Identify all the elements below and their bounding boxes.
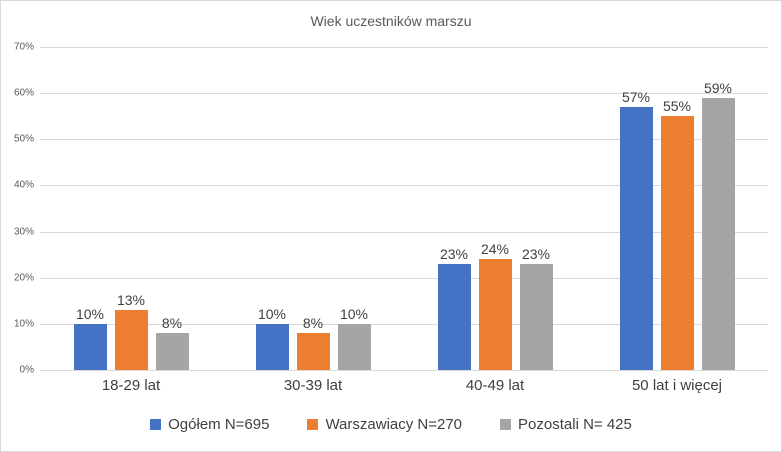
bar-wrapper: 59% [701,47,735,370]
data-label: 8% [302,315,324,332]
data-label: 57% [621,89,651,105]
category-label: 50 lat i więcej [631,377,723,394]
bar [519,263,553,370]
y-axis-tick-label: 10% [13,318,34,330]
gridline [40,277,768,279]
data-label: 24% [480,241,510,258]
data-label: 55% [662,98,692,115]
y-axis-labels: 70% 60% 50% 40% 30% 20% 10% 0% [1,42,34,376]
legend-item: Warszawiacy N=270 [307,416,462,433]
bar [155,333,189,370]
data-label: 13% [116,292,146,309]
y-axis-tick-label: 60% [13,87,34,99]
gridlines [40,47,768,371]
bar [114,310,148,370]
y-axis-tick-label: 40% [13,179,34,191]
data-label: 23% [439,245,469,262]
bar [255,323,289,370]
gridline [40,93,768,95]
bar-wrapper: 23% [519,47,553,370]
bar [701,97,735,370]
data-label: 8% [161,315,183,332]
bar-wrapper: 55% [660,47,694,370]
bar [619,107,653,370]
y-axis-tick-label: 0% [19,364,34,376]
bar-group: 23% 24% 23% [404,47,586,370]
category-label: 40-49 lat [465,377,525,394]
legend-swatch-icon [150,419,162,430]
bar-wrapper: 57% [619,47,653,370]
gridline [40,139,768,141]
bar [337,323,371,370]
chart-title: Wiek uczestników marszu [310,13,472,29]
y-axis-tick-label: 50% [13,133,34,145]
bar-wrapper: 8% [296,47,330,370]
bar-group: 57% 55% 59% [586,47,768,370]
y-axis-tick-label: 20% [13,272,34,284]
bar-groups: 10% 13% 8% 10% 8% 10% 23% 24% 23% 57% 55% 59% [40,47,768,370]
gridline [40,323,768,325]
bar-wrapper: 10% [255,47,289,370]
data-label: 23% [521,245,551,262]
gridline [40,231,768,233]
legend-item: Ogółem N=695 [150,416,269,433]
bar [478,259,512,370]
category-label: 30-39 lat [283,377,343,394]
legend-swatch-icon [307,419,319,430]
legend: Ogółem N=695 Warszawiacy N=270 Pozostali N… [1,416,781,433]
legend-label: Warszawiacy N=270 [325,416,463,433]
legend-item: Pozostali N= 425 [500,416,632,433]
bar [296,333,330,370]
bar [437,263,471,370]
bar-wrapper: 23% [437,47,471,370]
data-label: 10% [339,305,369,322]
data-label: 10% [75,305,105,322]
bar-wrapper: 24% [478,47,512,370]
bar-wrapper: 13% [114,47,148,370]
gridline [40,47,768,48]
legend-swatch-icon [500,419,512,430]
bar-group: 10% 13% 8% [40,47,222,370]
legend-label: Ogółem N=695 [168,416,270,433]
category-label: 18-29 lat [101,377,161,394]
category-axis: 18-29 lat 30-39 lat 40-49 lat 50 lat i więc… [40,377,768,394]
plot-area: 10% 13% 8% 10% 8% 10% 23% 24% 23% 57% 55% 59% [40,47,768,371]
bar [660,116,694,370]
data-label: 59% [703,79,733,96]
legend-label: Pozostali N= 425 [518,416,632,433]
gridline [40,370,768,371]
bar-group: 10% 8% 10% [222,47,404,370]
bar-wrapper: 10% [337,47,371,370]
bar-wrapper: 10% [73,47,107,370]
gridline [40,185,768,187]
bar-wrapper: 8% [155,47,189,370]
bar [73,323,107,370]
y-axis-tick-label: 70% [13,41,34,53]
data-label: 10% [257,305,287,322]
y-axis-tick-label: 30% [13,226,34,238]
